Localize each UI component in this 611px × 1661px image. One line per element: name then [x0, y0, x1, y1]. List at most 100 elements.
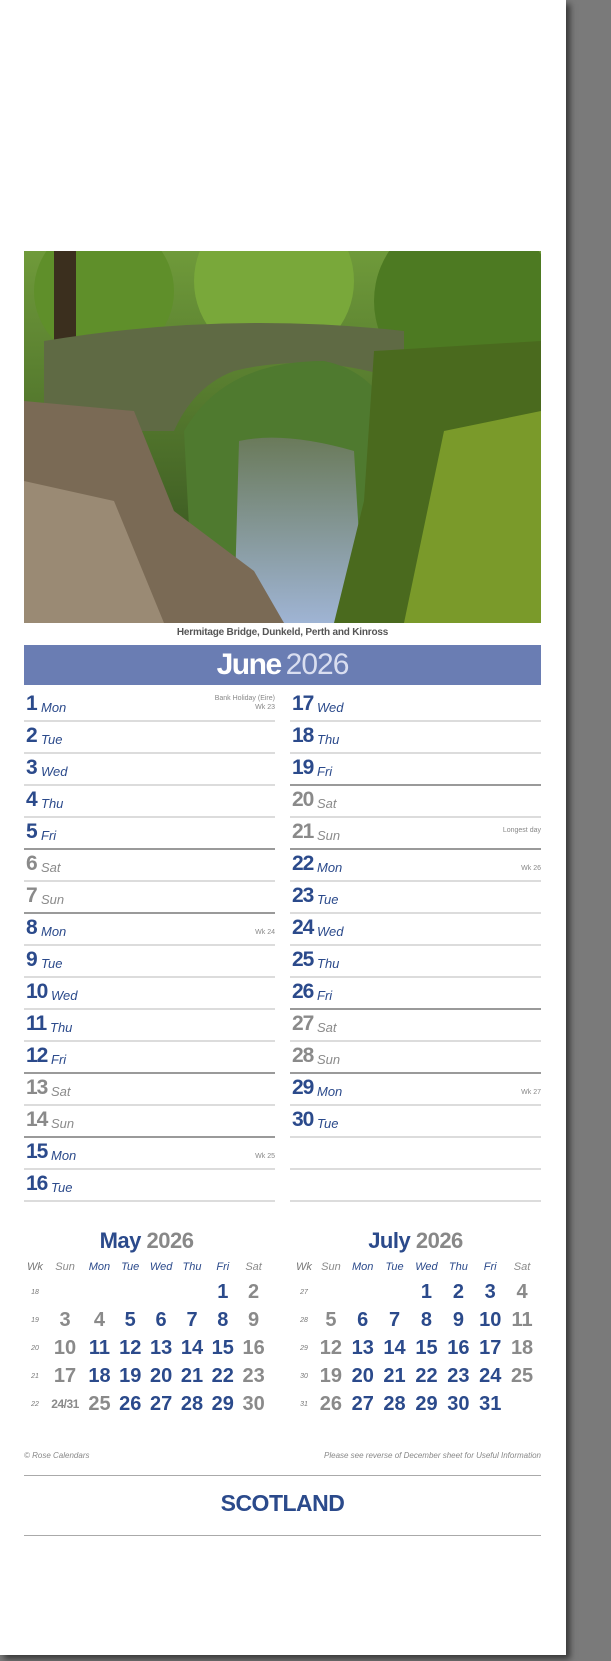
mini-day: 19: [119, 1364, 142, 1387]
mini-day: 19: [319, 1364, 343, 1387]
day-row[interactable]: 24 Wed: [290, 914, 541, 946]
day-row[interactable]: 12 Fri: [24, 1042, 275, 1074]
event-note: Longest day: [502, 827, 541, 834]
mini-day: 9: [452, 1308, 464, 1331]
mini-day: 11: [511, 1308, 533, 1331]
mini-day: 30: [447, 1392, 470, 1415]
mini-day: [46, 1278, 84, 1306]
mini-day: 15: [211, 1336, 234, 1359]
weekday-header: Tue: [385, 1261, 404, 1273]
day-number: 27: [292, 1012, 314, 1035]
day-number: 24: [292, 916, 314, 939]
day-number: 22: [292, 852, 314, 875]
day-number: 21: [292, 820, 314, 843]
calendar-brand-title: SCOTLAND: [220, 1490, 345, 1516]
week-number: 28: [300, 1316, 308, 1324]
day-number: 14: [26, 1108, 48, 1131]
day-number: 6: [26, 852, 38, 875]
day-number: 19: [292, 756, 314, 779]
mini-day: 11: [88, 1336, 111, 1359]
weekday-label: Mon: [41, 924, 67, 939]
day-number: 15: [26, 1140, 48, 1163]
day-row[interactable]: 16 Tue: [24, 1170, 275, 1202]
day-number: 26: [292, 980, 314, 1003]
day-row[interactable]: 6 Sat: [24, 850, 275, 882]
day-number: 10: [26, 980, 48, 1003]
day-row[interactable]: 28 Sun: [290, 1042, 541, 1074]
day-note: Wk 27: [521, 1088, 541, 1097]
mini-day: 2: [452, 1280, 464, 1303]
mini-day: 22: [415, 1364, 438, 1387]
weekday-label: Sun: [51, 1116, 75, 1131]
day-number: 13: [26, 1076, 48, 1099]
day-row[interactable]: 9 Tue: [24, 946, 275, 978]
day-row[interactable]: 13 Sat: [24, 1074, 275, 1106]
mini-day: 13: [351, 1336, 374, 1359]
calendar-page: Hermitage Bridge, Dunkeld, Perth and Kin…: [0, 0, 566, 1655]
day-row[interactable]: 18 Thu: [290, 722, 541, 754]
mini-day: 29: [211, 1392, 234, 1415]
day-row[interactable]: 22 Mon Wk 26: [290, 850, 541, 882]
weekday-label: Wed: [317, 700, 344, 715]
divider: [24, 1535, 541, 1536]
day-number: 16: [26, 1172, 48, 1195]
day-row[interactable]: 26 Fri: [290, 978, 541, 1010]
week-number: 31: [300, 1400, 308, 1408]
day-row[interactable]: 19 Fri: [290, 754, 541, 786]
day-row[interactable]: 15 Mon Wk 25: [24, 1138, 275, 1170]
weekday-label: Fri: [51, 1052, 67, 1067]
day-row[interactable]: 7 Sun: [24, 882, 275, 914]
mini-day: 14: [383, 1336, 406, 1359]
mini-day: 2: [248, 1280, 260, 1303]
day-row[interactable]: 23 Tue: [290, 882, 541, 914]
day-row[interactable]: 5 Fri: [24, 818, 275, 850]
mini-day: 1: [420, 1280, 433, 1303]
info-note: Please see reverse of December sheet for…: [324, 1451, 541, 1460]
day-row[interactable]: 11 Thu: [24, 1010, 275, 1042]
weekday-label: Tue: [41, 732, 63, 747]
mini-month-name: July: [368, 1228, 411, 1253]
mini-day: 5: [124, 1308, 136, 1331]
day-row[interactable]: 27 Sat: [290, 1010, 541, 1042]
day-row[interactable]: 10 Wed: [24, 978, 275, 1010]
mini-calendar-title: May 2026: [24, 1228, 269, 1254]
weekday-header: Sat: [245, 1261, 262, 1273]
weekday-label: Thu: [50, 1020, 73, 1035]
day-row[interactable]: 3 Wed: [24, 754, 275, 786]
mini-calendar-grid: Wk Sun Mon Tue Wed Thu Fri Sat 27 1 2 3 4 28 5 6 7 8 9 10 11…: [293, 1256, 538, 1418]
mini-day: 8: [420, 1308, 433, 1331]
week-number: Wk 25: [255, 1153, 275, 1160]
day-row[interactable]: 1 Mon Bank Holiday (Eire) Wk 23: [24, 690, 275, 722]
day-row[interactable]: 30 Tue: [290, 1106, 541, 1138]
day-row[interactable]: 17 Wed: [290, 690, 541, 722]
divider: [24, 1475, 541, 1476]
photo-caption: Hermitage Bridge, Dunkeld, Perth and Kin…: [176, 627, 389, 638]
mini-day: 18: [88, 1364, 111, 1387]
mini-day: 4: [93, 1308, 106, 1331]
mini-day: 3: [484, 1280, 496, 1303]
day-note: Wk 25: [255, 1152, 275, 1161]
day-row[interactable]: 21 Sun Longest day: [290, 818, 541, 850]
mini-day: 27: [149, 1392, 173, 1415]
mini-day: 24: [479, 1364, 502, 1387]
day-row[interactable]: 2 Tue: [24, 722, 275, 754]
day-row[interactable]: 14 Sun: [24, 1106, 275, 1138]
day-row[interactable]: 29 Mon Wk 27: [290, 1074, 541, 1106]
day-row[interactable]: 25 Thu: [290, 946, 541, 978]
mini-day: 17: [53, 1364, 77, 1387]
mini-day: 26: [119, 1392, 142, 1415]
mini-calendar-may: May 2026 Wk Sun Mon Tue Wed Thu Fri Sat 18 1 2 19 3 4 5…: [24, 1228, 269, 1418]
day-number: 3: [26, 756, 38, 779]
weekday-header: Fri: [216, 1261, 230, 1273]
week-number: 18: [31, 1288, 39, 1296]
day-row[interactable]: 20 Sat: [290, 786, 541, 818]
mini-day: [177, 1278, 208, 1306]
mini-day: 25: [88, 1392, 111, 1415]
day-row[interactable]: 8 Mon Wk 24: [24, 914, 275, 946]
mini-day: [146, 1278, 177, 1306]
day-row[interactable]: 4 Thu: [24, 786, 275, 818]
mini-day: 26: [319, 1392, 343, 1415]
week-number: 29: [300, 1344, 308, 1352]
day-number: 1: [26, 692, 38, 715]
day-note: Wk 26: [521, 864, 541, 873]
